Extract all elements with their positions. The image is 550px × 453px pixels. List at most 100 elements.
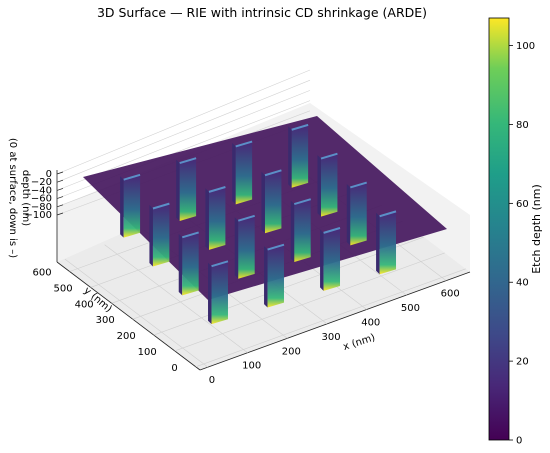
trench-front-wall — [211, 261, 228, 325]
trench-front-wall — [179, 158, 197, 222]
z-tick-label: −40 — [31, 185, 52, 196]
trench-rim — [237, 214, 255, 222]
chart-title: 3D Surface — RIE with intrinsic CD shrin… — [97, 5, 427, 20]
colorbar-tick-label: 100 — [516, 41, 535, 52]
z-tick-mark — [56, 196, 64, 199]
y-gridline — [174, 252, 445, 352]
trench-side-wall — [205, 188, 209, 250]
trench-side-wall — [232, 142, 236, 205]
colorbar-tick-label: 60 — [516, 199, 529, 210]
z-tick-label: −60 — [31, 194, 52, 205]
y-tick-label: 0 — [171, 363, 177, 374]
trench-rim — [208, 186, 226, 193]
x-tick-label: 400 — [361, 317, 380, 328]
x-tick-label: 300 — [322, 332, 341, 343]
colorbar-tick-label: 80 — [516, 120, 529, 131]
trench-side-wall — [376, 212, 380, 275]
trench-rim — [211, 260, 229, 268]
trench-rim — [291, 123, 309, 131]
y-tick-label: 500 — [54, 283, 73, 294]
trench-rim — [379, 210, 397, 218]
colorbar-tick-label: 40 — [516, 278, 529, 289]
trench-rim — [235, 140, 253, 148]
trench-rim — [320, 152, 338, 160]
trench-side-wall — [176, 159, 180, 222]
z-tick-label: 0 — [46, 169, 52, 180]
trench-layer — [120, 123, 397, 325]
x-axis-label: x (nm) — [342, 332, 377, 353]
trench-front-wall — [238, 215, 255, 279]
x-tick-label: 200 — [282, 346, 301, 357]
trench-side-wall — [234, 217, 239, 279]
trench-side-wall — [178, 233, 183, 296]
colorbar — [488, 17, 510, 441]
trench-front-wall — [152, 203, 170, 267]
trench-front-wall — [294, 199, 311, 263]
z-tick-mark — [56, 188, 64, 191]
back-pane — [57, 103, 470, 272]
z-tick-mark — [56, 204, 64, 208]
trench-side-wall — [346, 183, 351, 246]
trench-side-wall — [317, 155, 321, 217]
axis-edge — [199, 271, 471, 371]
trench-side-wall — [149, 205, 153, 267]
colorbar-ticks: 0 20 40 60 80 100 — [509, 41, 535, 447]
trench-rim — [152, 202, 170, 210]
x-tick-label: 0 — [209, 375, 215, 386]
y-tick-label: 100 — [138, 347, 157, 358]
z-tick-mark — [56, 212, 64, 216]
x-tick-label: 100 — [242, 361, 261, 372]
z-axis-label-line1: depth (nm) — [20, 170, 31, 226]
trench-rim — [293, 198, 311, 206]
x-tick-label: 600 — [441, 289, 460, 300]
z-gridline — [56, 69, 311, 175]
trench-side-wall — [120, 176, 124, 238]
colorbar-tick-label: 0 — [516, 436, 522, 447]
trench-front-wall — [320, 153, 338, 217]
y-tick-label: 600 — [33, 268, 52, 279]
z-axis-label-line2: (0 at surface, down is –) — [7, 138, 18, 258]
trench-front-wall — [323, 228, 341, 291]
trench-rim — [123, 173, 141, 181]
z-tick-mark — [56, 171, 64, 175]
y-tick-label: 400 — [75, 299, 94, 310]
trench-front-wall — [379, 211, 397, 275]
trench-front-wall — [235, 141, 253, 205]
trench-front-wall — [264, 170, 282, 234]
colorbar-tick-label: 20 — [516, 357, 529, 368]
trench-side-wall — [264, 246, 268, 308]
trench-front-wall — [267, 244, 284, 308]
trench-rim — [350, 181, 368, 189]
z-tick-label: −100 — [25, 210, 52, 221]
tick-layer: 010020030040050060001002003004005006000−… — [25, 169, 460, 386]
trench-rim — [267, 243, 285, 251]
y-gridline — [195, 268, 466, 368]
z-tick-mark — [56, 179, 64, 183]
trench-side-wall — [208, 262, 212, 325]
z-tick-label: −80 — [31, 202, 52, 213]
trench-side-wall — [261, 171, 265, 234]
trench-front-wall — [182, 232, 199, 296]
trench-front-wall — [208, 186, 226, 250]
trench-front-wall — [291, 124, 309, 188]
y-tick-label: 300 — [96, 315, 115, 326]
x-gridline — [104, 244, 248, 353]
x-gridline — [64, 258, 209, 368]
trench-side-wall — [290, 200, 295, 263]
trench-front-wall — [350, 182, 367, 246]
trench-rim — [264, 169, 282, 177]
z-gridline — [56, 79, 311, 183]
trench-rim — [179, 157, 197, 165]
y-tick-label: 200 — [117, 331, 136, 342]
colorbar-label: Etch depth (nm) — [530, 184, 543, 274]
trench-side-wall — [288, 126, 292, 188]
x-tick-label: 500 — [401, 303, 420, 314]
trench-rim — [181, 231, 199, 239]
trench-side-wall — [320, 229, 324, 291]
trench-front-wall — [123, 174, 141, 238]
z-tick-label: −20 — [31, 177, 52, 188]
trench-rim — [323, 227, 341, 234]
axis-edge — [56, 261, 201, 371]
